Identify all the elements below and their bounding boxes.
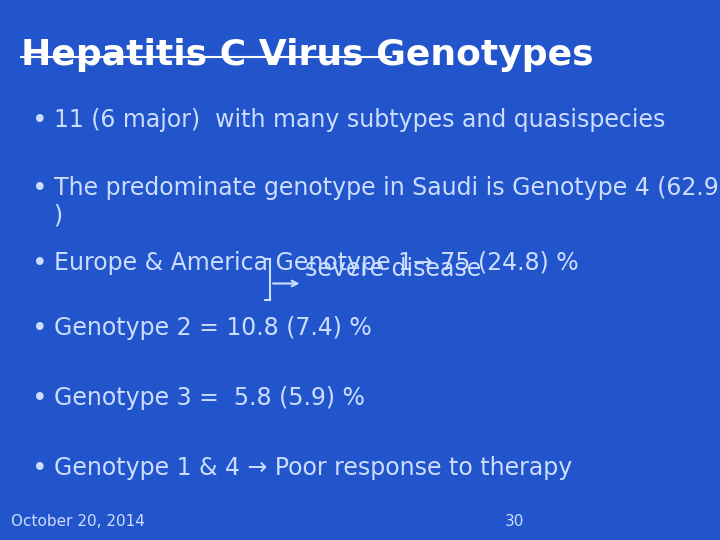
- Text: •: •: [32, 456, 48, 482]
- Text: Hepatitis C Virus Genotypes: Hepatitis C Virus Genotypes: [22, 38, 594, 72]
- Text: October 20, 2014: October 20, 2014: [11, 514, 145, 529]
- Text: •: •: [32, 316, 48, 342]
- Text: •: •: [32, 386, 48, 412]
- Text: •: •: [32, 176, 48, 201]
- Text: severe disease: severe disease: [305, 257, 481, 281]
- Text: Europe & America Genotype 1→ 75 (24.8) %: Europe & America Genotype 1→ 75 (24.8) %: [53, 251, 578, 275]
- Text: Genotype 1 & 4 → Poor response to therapy: Genotype 1 & 4 → Poor response to therap…: [53, 456, 572, 480]
- Text: Genotype 3 =  5.8 (5.9) %: Genotype 3 = 5.8 (5.9) %: [53, 386, 364, 410]
- Text: •: •: [32, 108, 48, 134]
- Text: Genotype 2 = 10.8 (7.4) %: Genotype 2 = 10.8 (7.4) %: [53, 316, 372, 340]
- Text: 11 (6 major)  with many subtypes and quasispecies: 11 (6 major) with many subtypes and quas…: [53, 108, 665, 132]
- Text: 30: 30: [505, 514, 524, 529]
- Text: •: •: [32, 251, 48, 277]
- Text: The predominate genotype in Saudi is Genotype 4 (62.9%
): The predominate genotype in Saudi is Gen…: [53, 176, 720, 227]
